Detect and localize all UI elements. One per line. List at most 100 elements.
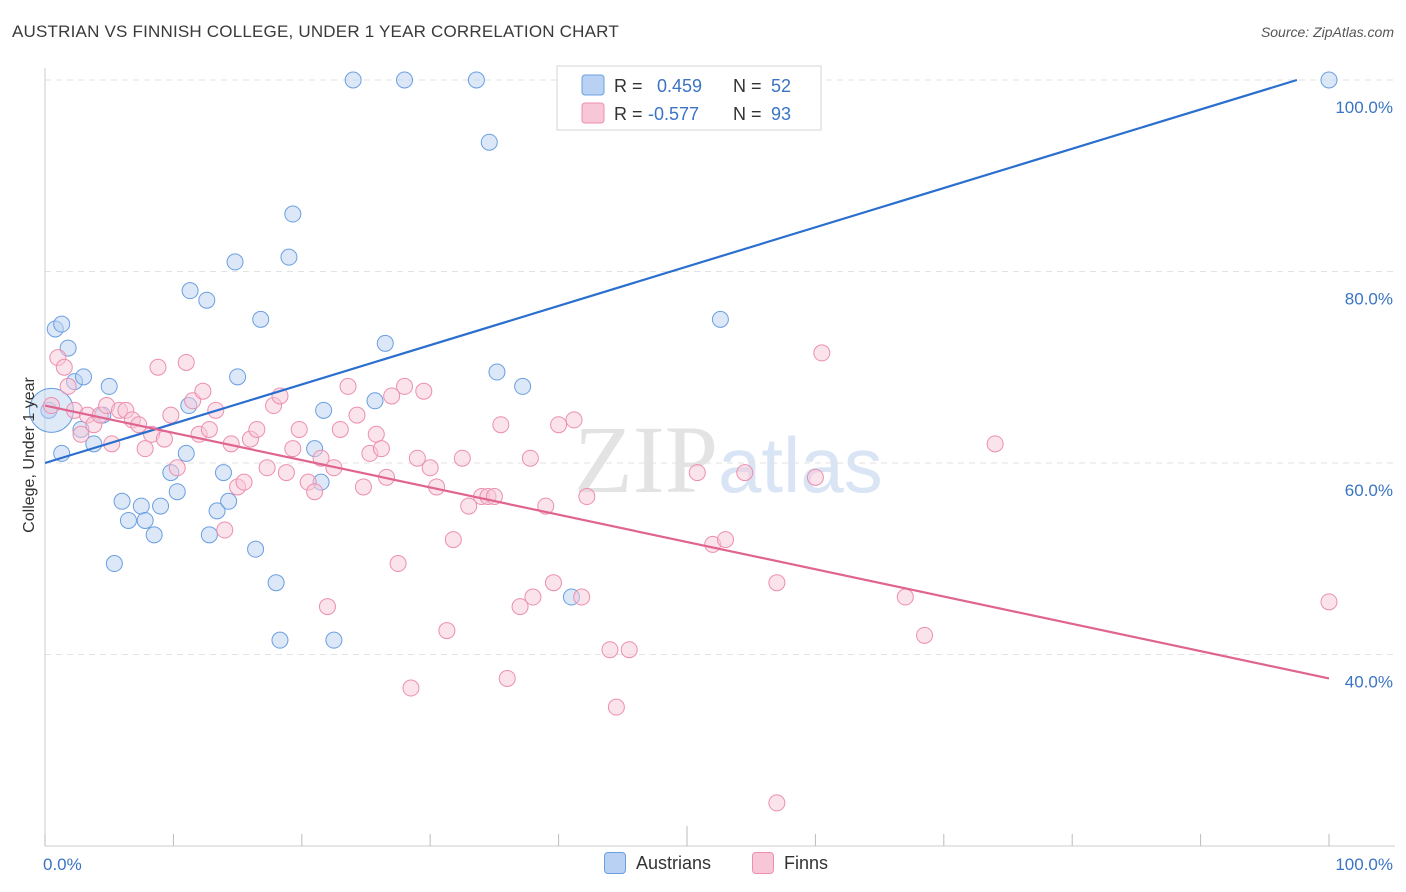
finns-point [607,698,625,716]
austrians-point [145,526,163,544]
tick-labels: 40.0% 60.0% 80.0% 100.0% 0.0% 100.0% [43,98,1393,874]
austrians-point [1320,71,1338,89]
finns-point [578,488,596,506]
bottom-legend: Austrians Finns [0,848,1406,880]
austrians-point [711,310,729,328]
austrians-point [168,483,186,501]
austrians-point [344,71,362,89]
finns-point [248,420,266,438]
finns-point [896,588,914,606]
data-points [28,71,1338,812]
finns-point [155,430,173,448]
finns-point [306,483,324,501]
finns-point [620,641,638,659]
finns-point [149,358,167,376]
finns-point [318,598,336,616]
finns-swatch [752,852,774,874]
austrians-label: Austrians [636,852,712,873]
finns-point [354,478,372,496]
austrians-point [315,401,333,419]
finns-point [389,555,407,573]
y-tick-label: 80.0% [1345,290,1393,309]
finns-label: Finns [784,852,829,873]
finns-point [194,382,212,400]
y-tick-label: 40.0% [1345,673,1393,692]
finns-point [408,449,426,467]
finns-point [402,679,420,697]
legend-n-label-2: N = [733,104,762,124]
legend-r-value-1: 0.459 [657,76,702,96]
finns-point [573,588,591,606]
austrians-point [198,291,216,309]
finns-point [136,440,154,458]
austrians-point [271,631,289,649]
finns-point [736,464,754,482]
legend-swatch-finns [581,102,605,124]
watermark: ZIP atlas [574,406,883,513]
austrians-point [181,282,199,300]
finns-point [550,416,568,434]
finns-point [312,449,330,467]
austrians-point [119,511,137,529]
austrians-point [100,377,118,395]
finns-point [688,464,706,482]
austrians-point [480,133,498,151]
finns-point [55,358,73,376]
finns-point [258,459,276,477]
finns-point [372,440,390,458]
finns-point [162,406,180,424]
finns-point [168,459,186,477]
finns-point [235,473,253,491]
finns-point [453,449,471,467]
finns-point [290,420,308,438]
austrians-point [488,363,506,381]
finns-point [331,420,349,438]
austrians-point [105,555,123,573]
finns-point [200,420,218,438]
finns-point [59,377,77,395]
austrians-point [252,310,270,328]
austrians-trend-line [44,78,1298,465]
legend-r-label-1: R = [614,76,643,96]
austrians-point [136,511,154,529]
legend-n-value-2: 93 [771,104,791,124]
austrians-point [396,71,414,89]
finns-point [601,641,619,659]
austrians-point [152,497,170,515]
bottom-legend-finns: Finns [752,852,828,874]
austrians-point [267,574,285,592]
chart-source: Source: ZipAtlas.com [1260,24,1394,40]
finns-point [492,416,510,434]
austrians-point [226,253,244,271]
finns-point [348,406,366,424]
finns-point [521,449,539,467]
finns-point [415,382,433,400]
finns-point [339,377,357,395]
finns-point [544,574,562,592]
finns-point [768,574,786,592]
finns-point [1320,593,1338,611]
legend-r-value-2: -0.577 [648,104,699,124]
watermark-zip: ZIP [574,406,718,513]
austrians-point [467,71,485,89]
austrians-point [514,377,532,395]
austrians-point [113,492,131,510]
finns-point [717,531,735,549]
finns-point [916,626,934,644]
x-tick-label: 100.0% [1335,855,1393,874]
finns-trend-line [44,404,1330,680]
finns-point [565,411,583,429]
chart-title: AUSTRIAN VS FINNISH COLLEGE, UNDER 1 YEA… [12,22,619,41]
legend-r-label-2: R = [614,104,643,124]
finns-point [72,425,90,443]
finns-point [421,459,439,477]
austrians-point [75,368,93,386]
austrians-point [280,248,298,266]
legend-n-value-1: 52 [771,76,791,96]
axes [44,68,1395,847]
austrians-point [132,497,150,515]
austrians-point [214,464,232,482]
austrians-point [220,492,238,510]
y-axis-label: College, Under 1 year [21,377,38,533]
legend: R = 0.459 N = 52 R = -0.577 N = 93 [556,65,822,131]
